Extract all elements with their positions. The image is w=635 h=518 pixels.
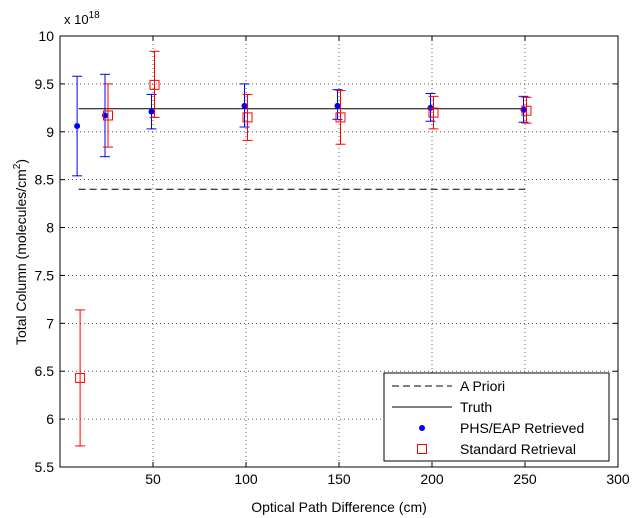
y-tick-label: 6.5 [35,363,55,379]
standard-retrieval-point [103,110,113,121]
grid [60,36,618,467]
x-tick-label: 200 [420,471,444,487]
legend-swatch-standard-retrieval [417,444,427,454]
y-axis-label-superscript: 2 [12,163,23,169]
phs-eap-retrieved-point [74,123,81,130]
y-axis-multiplier-exponent: 18 [89,10,101,21]
y-axis-label-main: Total Column (molecules/cm [13,169,29,345]
standard-retrieval-point [521,105,532,116]
phs-eap-retrieved-point [148,108,155,115]
y-axis-label-close: ) [13,159,29,164]
legend-label-phs-eap-retrieved: PHS/EAP Retrieved [460,420,584,436]
legend: A Priori Truth PHS/EAP Retrieved Standard R… [383,372,610,462]
legend-label-a-priori: A Priori [460,378,505,394]
y-axis-multiplier: x 1018 [64,10,100,27]
y-tick-label: 9.5 [35,76,55,92]
axis-ticks: 50 100 150 200 250 300 5.5 6 6.5 7 7.5 8 8.5 9 9.5 10 [35,28,630,487]
x-tick-label: 150 [327,471,351,487]
y-tick-label: 7 [46,315,54,331]
phs-eap-retrieved-point [520,106,527,113]
y-tick-label: 10 [38,28,54,44]
standard-retrieval-point [335,112,346,123]
y-tick-label: 6 [46,411,54,427]
y-tick-label: 5.5 [35,459,55,475]
legend-label-standard-retrieval: Standard Retrieval [460,441,576,457]
phs-eap-retrieved-point [334,102,341,109]
phs-eap-retrieved-point [102,112,108,119]
plot-data [72,50,532,447]
standard-retrieval-point [75,372,86,383]
y-axis-label: Total Column (molecules/cm2) [12,159,29,345]
y-axis-multiplier-base: x 10 [64,12,89,27]
legend-box [383,372,610,462]
x-tick-label: 50 [145,471,161,487]
y-tick-label: 8 [46,220,54,236]
x-axis-label: Optical Path Difference (cm) [251,499,427,515]
legend-label-truth: Truth [460,399,492,415]
x-tick-label: 250 [513,471,537,487]
x-tick-label: 300 [606,471,630,487]
phs-eap-retrieved-point [241,102,248,109]
y-tick-label: 9 [46,124,54,140]
standard-retrieval-point [149,79,160,90]
standard-retrieval-point [428,107,439,118]
y-tick-label: 8.5 [35,172,55,188]
x-tick-label: 100 [234,471,258,487]
standard-retrieval-point [242,112,253,123]
legend-swatch-phs-eap-retrieved [419,425,425,431]
y-tick-label: 7.5 [35,267,55,283]
